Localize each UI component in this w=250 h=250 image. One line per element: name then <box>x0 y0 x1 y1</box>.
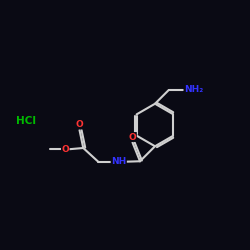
Text: O: O <box>129 132 136 141</box>
Text: NH₂: NH₂ <box>184 86 204 94</box>
Text: O: O <box>76 120 84 129</box>
Text: HCl: HCl <box>16 116 36 126</box>
Text: O: O <box>62 145 69 154</box>
Text: NH: NH <box>111 157 126 166</box>
